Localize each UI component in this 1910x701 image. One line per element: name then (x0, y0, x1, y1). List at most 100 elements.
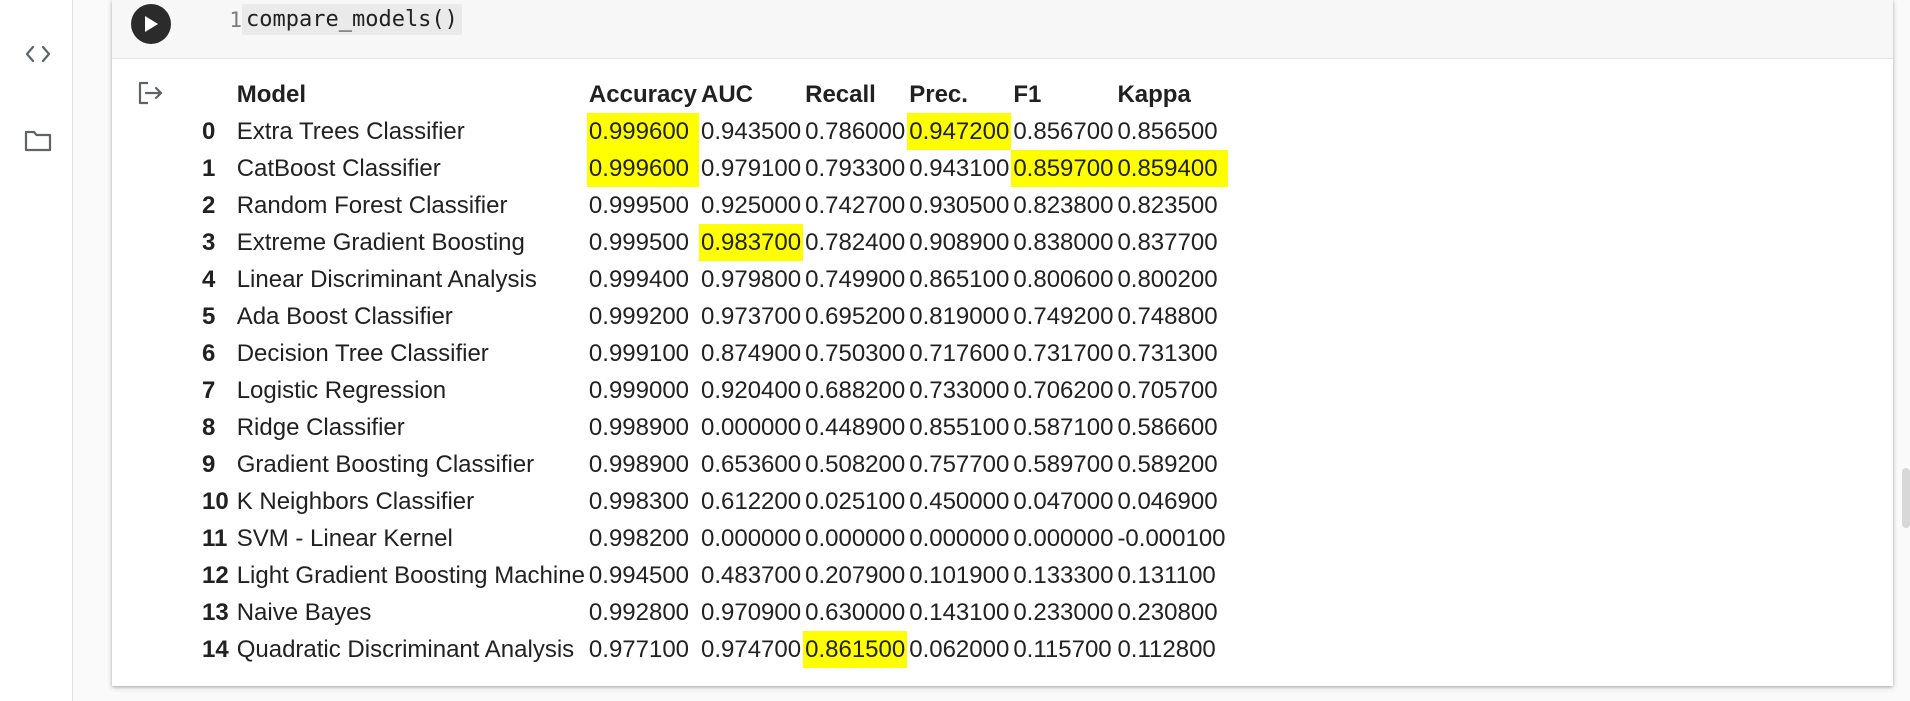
folder-icon[interactable] (22, 124, 54, 156)
metric-cell: 0.587100 (1013, 413, 1114, 441)
row-index: 11 (202, 524, 228, 552)
row-index: 3 (202, 228, 216, 256)
run-cell-button[interactable] (131, 4, 171, 44)
scrollbar-thumb[interactable] (1902, 468, 1910, 528)
output-icon[interactable] (136, 78, 166, 108)
metric-cell: 0.757700 (909, 450, 1010, 478)
metric-cell: 0.992800 (588, 598, 690, 626)
metric-cell: 0.731700 (1013, 339, 1114, 367)
metric-cell: 0.943100 (909, 154, 1010, 182)
highlighted-metric-cell: 0.861500 (803, 631, 908, 668)
row-index: 13 (202, 598, 229, 626)
model-name-cell: Logistic Regression (236, 376, 447, 404)
metric-cell: 0.999500 (588, 228, 690, 256)
metric-cell: 0.047000 (1013, 487, 1114, 515)
row-index: 12 (202, 561, 229, 589)
metric-cell: 0.999400 (588, 265, 690, 293)
table-row: 7 Logistic Regression 0.999000 0.920400 0.68… (200, 372, 1228, 409)
metric-cell: 0.589700 (1013, 450, 1114, 478)
metric-cell: 0.977100 (588, 635, 690, 663)
metric-cell: 0.970900 (701, 598, 802, 626)
column-header: Prec. (909, 80, 968, 108)
metric-cell: 0.865100 (909, 265, 1010, 293)
metric-cell: 0.731300 (1117, 339, 1218, 367)
metric-cell: 0.979800 (701, 265, 802, 293)
code-editor[interactable]: 1 compare_models() (112, 0, 1893, 59)
row-index: 9 (202, 450, 216, 478)
metric-cell: 0.750300 (805, 339, 906, 367)
row-index: 4 (202, 265, 216, 293)
left-sidebar (0, 0, 73, 701)
metric-cell: 0.782400 (805, 228, 906, 256)
metric-cell: 0.856700 (1013, 117, 1114, 145)
model-name-cell: Quadratic Discriminant Analysis (236, 635, 575, 663)
highlighted-metric-cell: 0.983700 (699, 224, 804, 261)
metric-cell: 0.112800 (1117, 635, 1216, 663)
table-header-row: Model Accuracy AUC Recall Prec. F1 Kappa (200, 76, 1228, 113)
metric-cell: 0.999100 (588, 339, 690, 367)
model-name-cell: CatBoost Classifier (236, 154, 441, 182)
model-name-cell: Linear Discriminant Analysis (236, 265, 537, 293)
metric-cell: 0.733000 (909, 376, 1010, 404)
metric-cell: 0.450000 (909, 487, 1010, 515)
column-header: Recall (805, 80, 876, 108)
model-name-cell: Naive Bayes (236, 598, 372, 626)
metric-cell: 0.207900 (805, 561, 906, 589)
code-text[interactable]: compare_models() (242, 4, 462, 35)
metric-cell: 0.131100 (1117, 561, 1216, 589)
code-cell: 1 compare_models() Model Accuracy AUC Re… (112, 0, 1893, 686)
metric-cell: 0.999500 (588, 191, 690, 219)
metric-cell: 0.930500 (909, 191, 1010, 219)
metric-cell: 0.800200 (1117, 265, 1218, 293)
metric-cell: 0.973700 (701, 302, 802, 330)
table-row: 3 Extreme Gradient Boosting 0.999500 0.9837… (200, 224, 1228, 261)
metric-cell: 0.695200 (805, 302, 906, 330)
metric-cell: 0.508200 (805, 450, 906, 478)
metric-cell: 0.448900 (805, 413, 906, 441)
metric-cell: 0.749900 (805, 265, 906, 293)
table-row: 11 SVM - Linear Kernel 0.998200 0.000000 0.0… (200, 520, 1228, 557)
row-index: 0 (202, 117, 216, 145)
metric-cell: 0.742700 (805, 191, 906, 219)
metric-cell: 0.589200 (1117, 450, 1218, 478)
model-name-cell: Decision Tree Classifier (236, 339, 489, 367)
metric-cell: 0.000000 (1013, 524, 1114, 552)
table-row: 2 Random Forest Classifier 0.999500 0.92500… (200, 187, 1228, 224)
metric-cell: 0.920400 (701, 376, 802, 404)
model-name-cell: Light Gradient Boosting Machine (236, 561, 585, 589)
metric-cell: 0.800600 (1013, 265, 1114, 293)
table-row: 1 CatBoost Classifier 0.999600 0.979100 0.79… (200, 150, 1228, 187)
code-icon[interactable] (22, 38, 54, 70)
metric-cell: 0.705700 (1117, 376, 1218, 404)
model-name-cell: Ada Boost Classifier (236, 302, 453, 330)
model-name-cell: Gradient Boosting Classifier (236, 450, 535, 478)
row-index: 6 (202, 339, 216, 367)
highlighted-metric-cell: 0.947200 (907, 113, 1012, 150)
row-index: 7 (202, 376, 216, 404)
metric-cell: 0.819000 (909, 302, 1010, 330)
metric-cell: 0.483700 (701, 561, 802, 589)
model-name-cell: Random Forest Classifier (236, 191, 508, 219)
metric-cell: 0.000000 (701, 524, 802, 552)
row-index: 10 (202, 487, 229, 515)
metric-cell: 0.837700 (1117, 228, 1218, 256)
column-header: AUC (701, 80, 753, 108)
metric-cell: 0.630000 (805, 598, 906, 626)
metric-cell: 0.943500 (701, 117, 802, 145)
model-name-cell: K Neighbors Classifier (236, 487, 475, 515)
highlighted-metric-cell: 0.859700 (1011, 150, 1116, 187)
metric-cell: 0.115700 (1013, 635, 1112, 663)
metric-cell: -0.000100 (1117, 524, 1226, 552)
table-row: 12 Light Gradient Boosting Machine 0.99450… (200, 557, 1228, 594)
metric-cell: 0.000000 (909, 524, 1010, 552)
row-index: 8 (202, 413, 216, 441)
table-row: 13 Naive Bayes 0.992800 0.970900 0.630000 0.1… (200, 594, 1228, 631)
play-icon (145, 16, 158, 32)
table-row: 10 K Neighbors Classifier 0.998300 0.612200… (200, 483, 1228, 520)
metric-cell: 0.653600 (701, 450, 802, 478)
metric-cell: 0.786000 (805, 117, 906, 145)
metric-cell: 0.838000 (1013, 228, 1114, 256)
metric-cell: 0.998900 (588, 450, 690, 478)
metric-cell: 0.925000 (701, 191, 802, 219)
metric-cell: 0.998300 (588, 487, 690, 515)
